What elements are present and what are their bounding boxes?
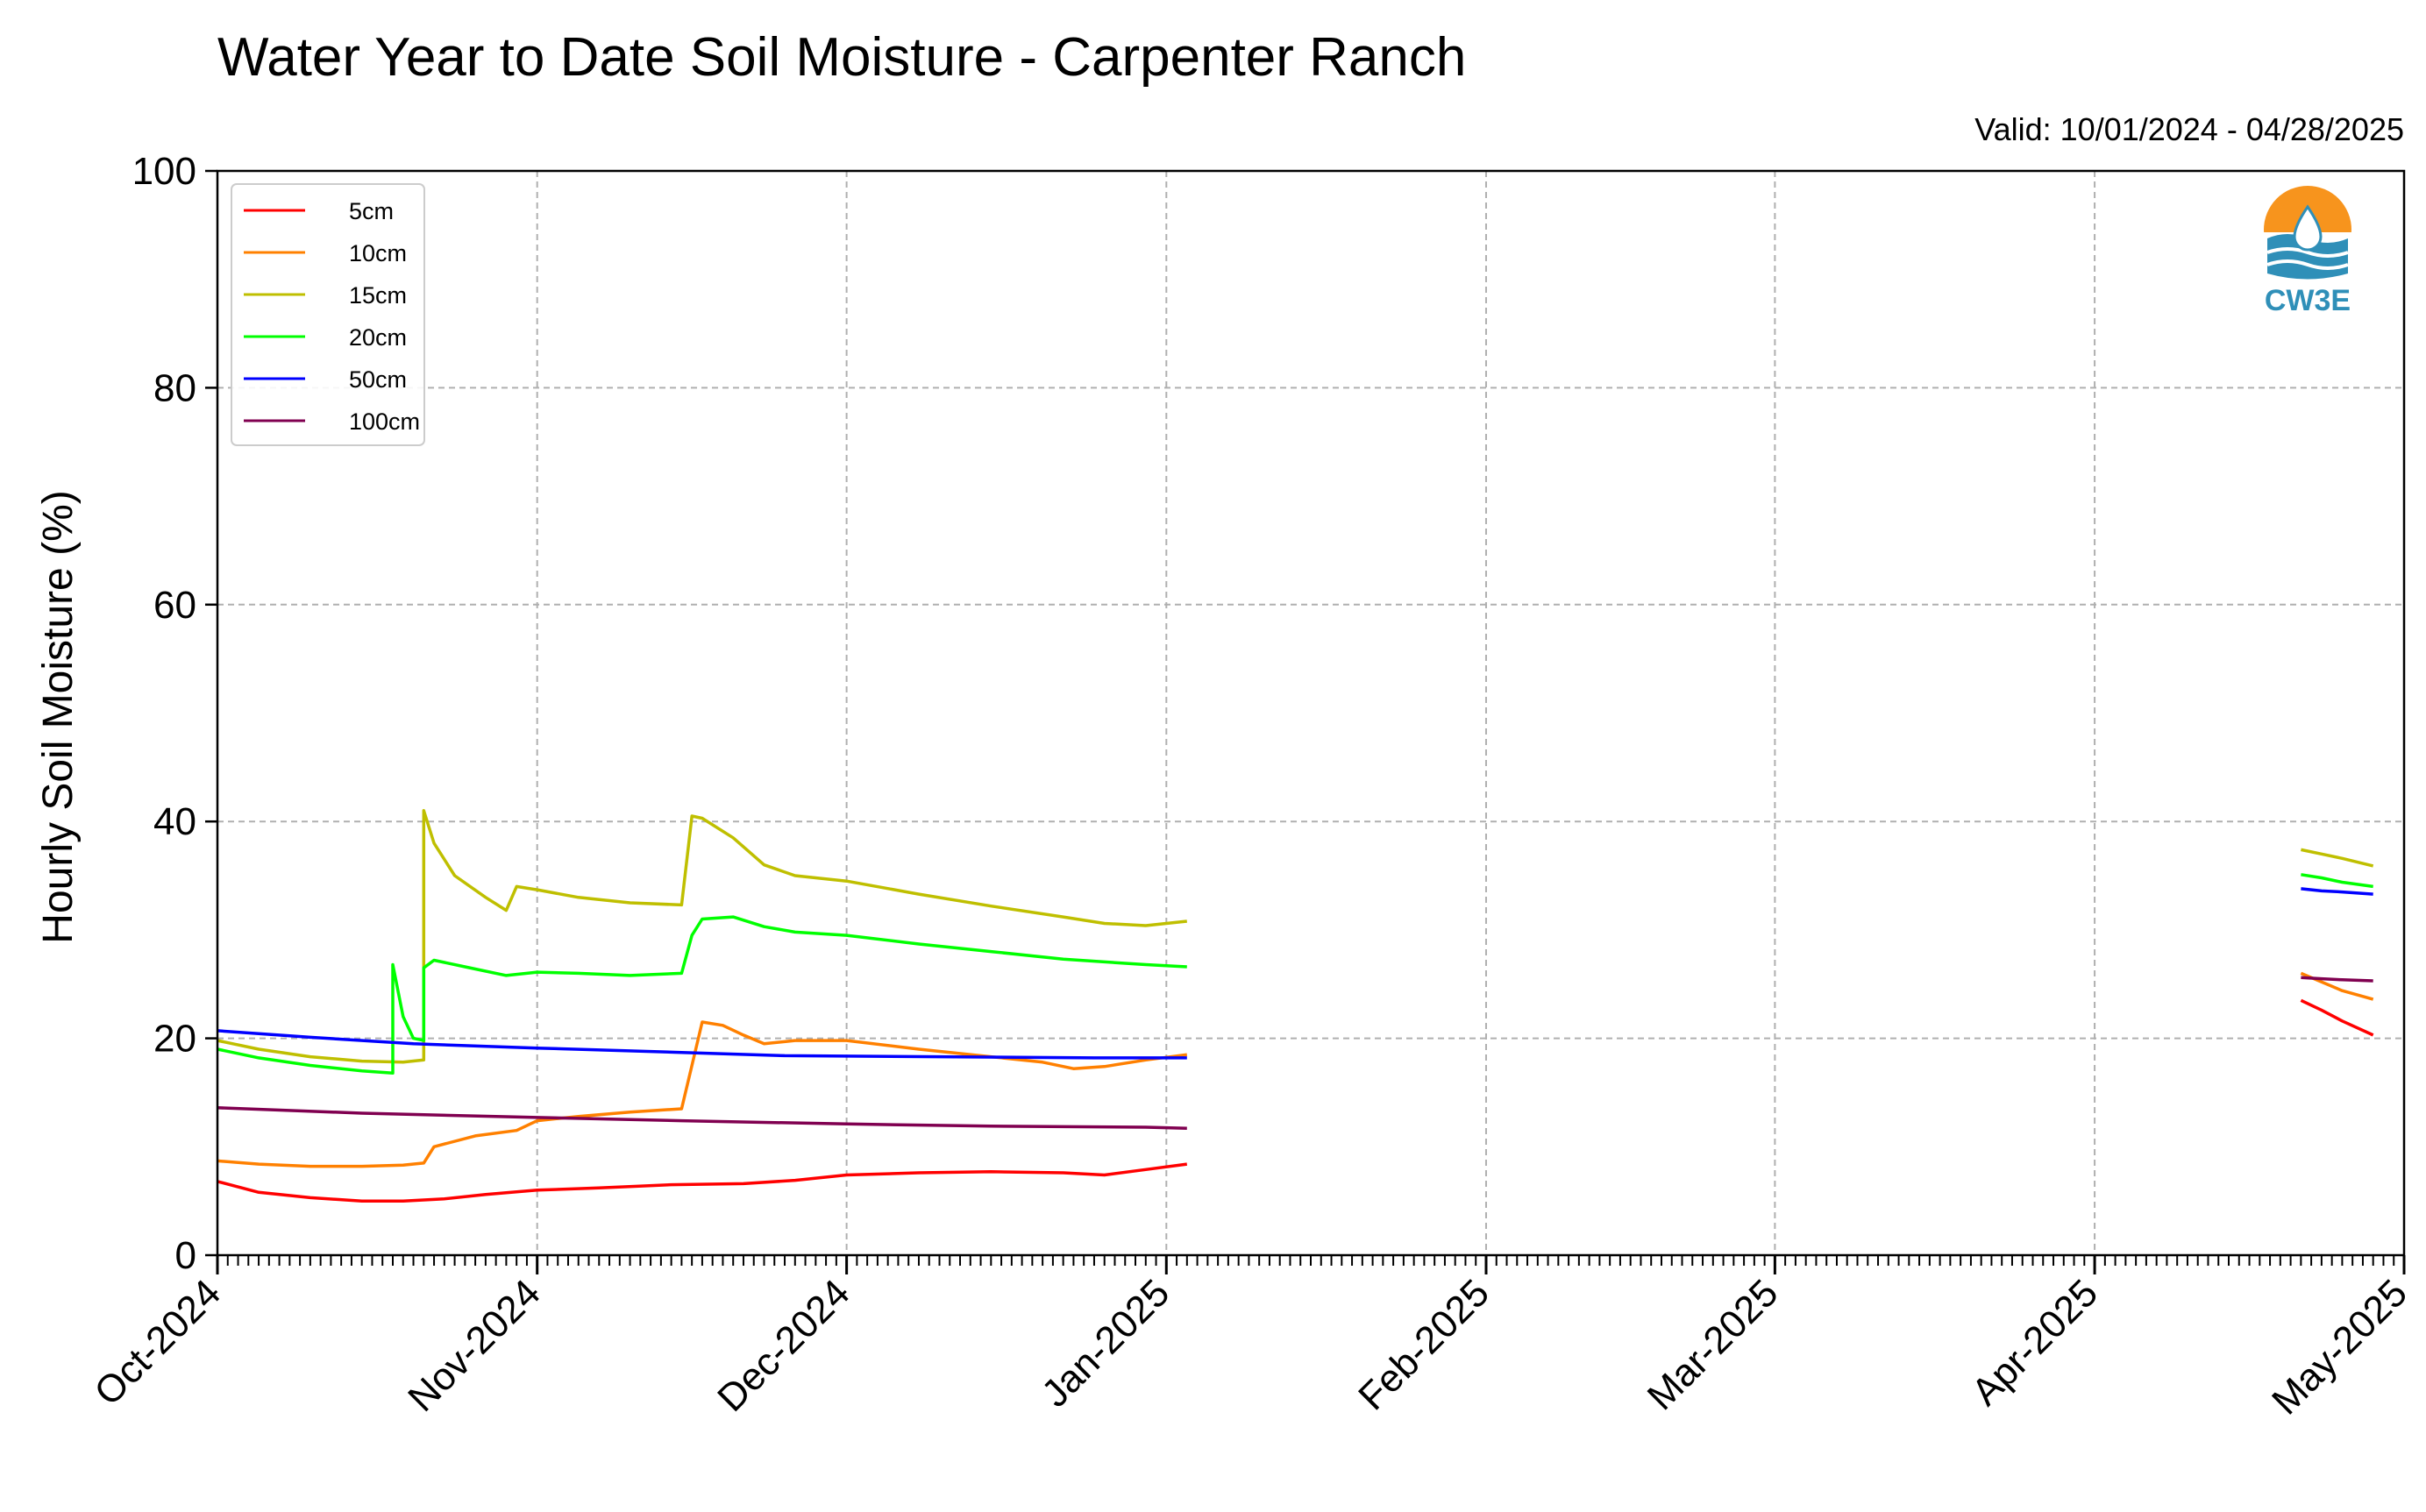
legend-label-5cm: 5cm [349, 198, 394, 224]
series-20cm [217, 873, 2373, 1075]
series-line-20cm [2301, 873, 2373, 889]
series-line-10cm [217, 1020, 1188, 1168]
legend-label-100cm: 100cm [349, 408, 420, 435]
x-tick-labels: Oct-2024 Nov-2024 Dec-2024 Jan-2025 Feb-2025… [86, 1271, 2415, 1423]
series-line-50cm [2301, 887, 2373, 896]
series-15cm [217, 809, 2374, 1064]
valid-date-range: Valid: 10/01/2024 - 04/28/2025 [1974, 111, 2404, 147]
y-tick-label: 40 [153, 800, 196, 843]
series-10cm [217, 971, 2374, 1168]
minor-tick-marks [217, 1255, 2405, 1266]
legend: 5cm 10cm 15cm 20cm 50cm 100cm [231, 183, 425, 446]
series-line-50cm [217, 1029, 1187, 1060]
series-line-100cm [217, 1106, 1187, 1131]
series-line-20cm [217, 915, 1187, 1075]
legend-box [231, 183, 425, 446]
chart-title: Water Year to Date Soil Moisture - Carpe… [217, 27, 1466, 88]
series-5cm [217, 998, 2374, 1203]
series-line-100cm [2301, 976, 2373, 983]
x-tick-label: Mar-2025 [1640, 1271, 1787, 1418]
x-tick-label: Feb-2025 [1350, 1271, 1498, 1418]
x-tick-label: Jan-2025 [1034, 1271, 1177, 1415]
x-tick-label: Dec-2024 [709, 1271, 858, 1420]
series-line-5cm [2300, 998, 2374, 1037]
series-100cm [217, 976, 2373, 1131]
series-line-15cm [2301, 848, 2374, 868]
plot-frame [216, 169, 2406, 1257]
series-line-5cm [217, 1162, 1188, 1203]
series-line-15cm [217, 809, 1187, 1064]
grid-lines [217, 171, 2404, 1255]
y-tick-label: 20 [153, 1018, 196, 1061]
y-tick-label: 60 [153, 584, 196, 627]
legend-label-20cm: 20cm [349, 324, 407, 351]
logo-text: CW3E [2265, 284, 2351, 317]
x-tick-label: May-2025 [2264, 1271, 2415, 1423]
logo-wave-line-icon [2266, 247, 2349, 258]
logo-droplet-icon [2293, 204, 2323, 252]
x-tick-label: Oct-2024 [86, 1271, 229, 1414]
logo-wave-line-icon [2266, 259, 2349, 270]
legend-label-15cm: 15cm [349, 282, 407, 309]
x-tick-label: Apr-2025 [1964, 1271, 2107, 1414]
x-tick-label: Nov-2024 [400, 1271, 549, 1420]
y-tick-label: 0 [175, 1234, 196, 1277]
data-series [217, 809, 2374, 1203]
legend-label-10cm: 10cm [349, 240, 407, 266]
y-axis-label: Hourly Soil Moisture (%) [35, 490, 82, 943]
y-tick-label: 80 [153, 366, 196, 409]
y-tick-label: 100 [132, 150, 196, 193]
axis-ticks [205, 169, 2406, 1274]
series-50cm [217, 887, 2373, 1060]
cw3e-logo: CW3E [2264, 186, 2351, 317]
y-tick-labels: 0 20 40 60 80 100 [132, 150, 196, 1277]
legend-label-50cm: 50cm [349, 366, 407, 393]
